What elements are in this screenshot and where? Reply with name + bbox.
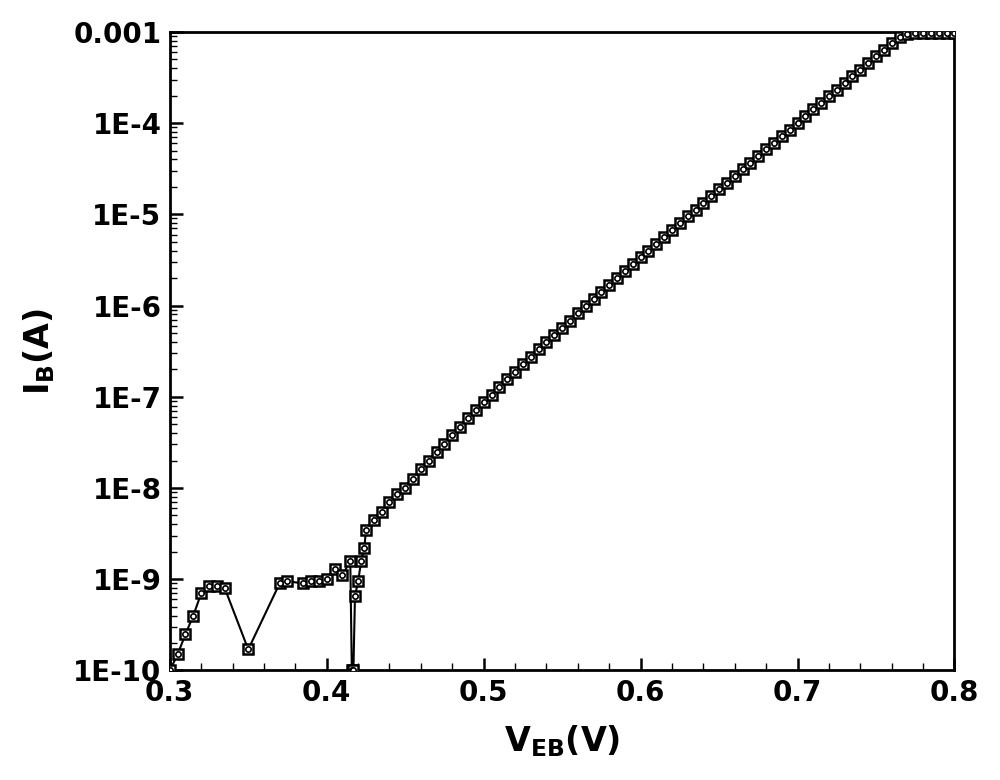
Y-axis label: $\mathbf{I_B(A)}$: $\mathbf{I_B(A)}$	[21, 307, 57, 395]
X-axis label: $\mathbf{V_{EB}(V)}$: $\mathbf{V_{EB}(V)}$	[504, 724, 620, 759]
